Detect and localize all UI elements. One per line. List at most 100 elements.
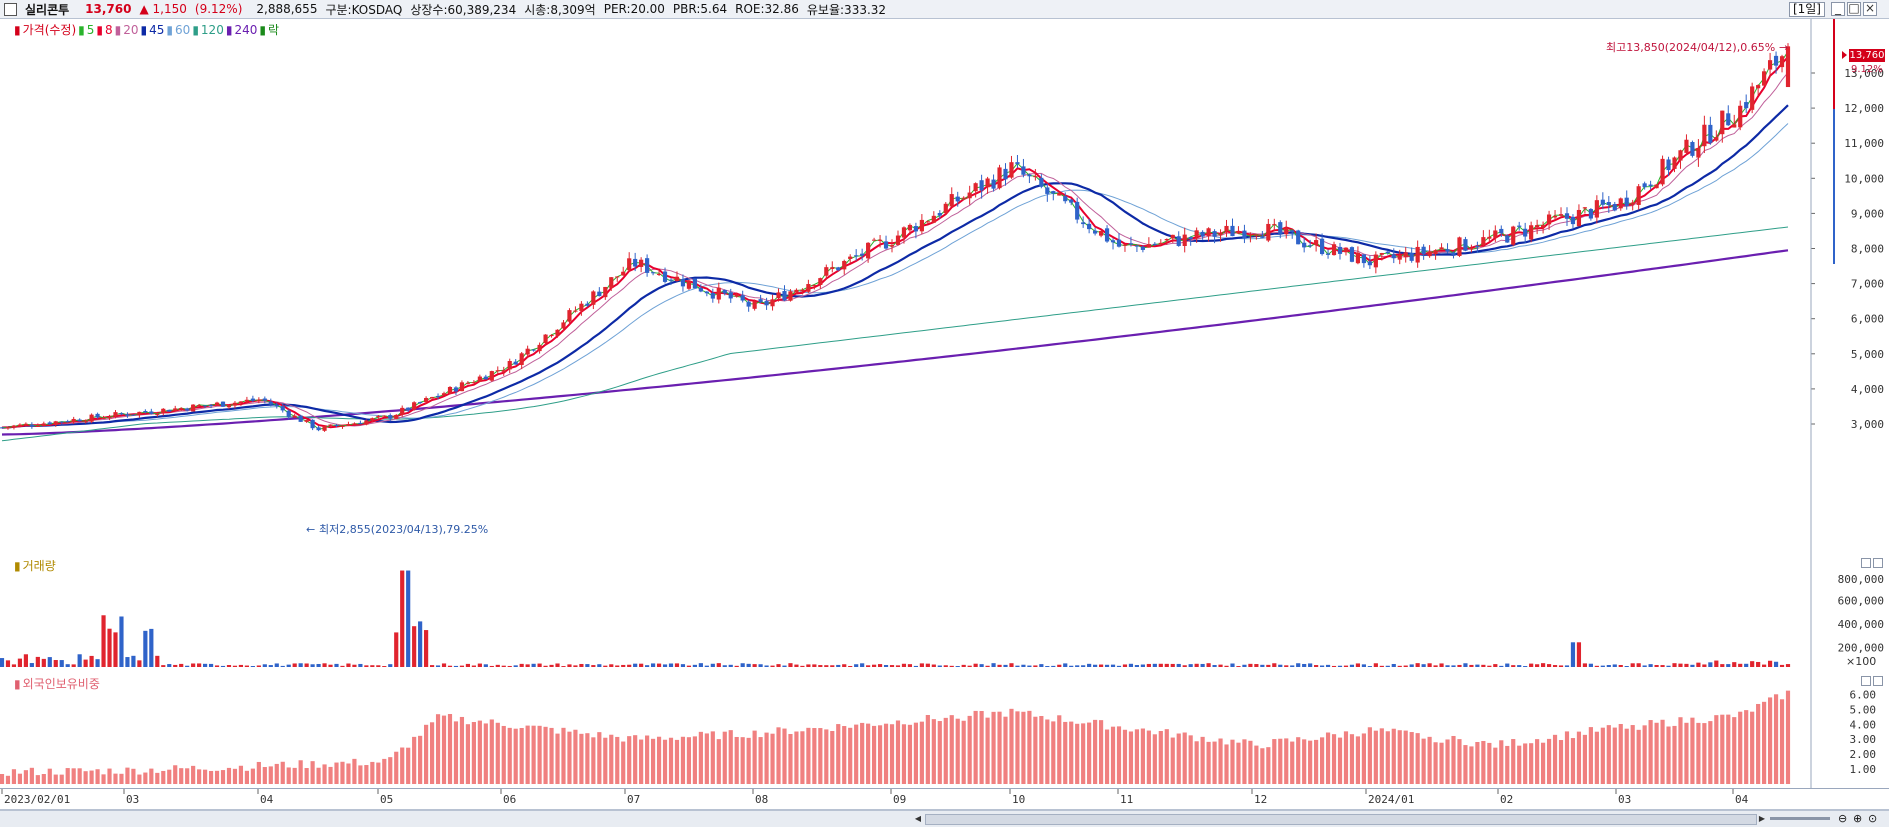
foreign-ownership-bar[interactable] (537, 725, 542, 784)
volume-bar[interactable] (1594, 665, 1599, 667)
candle-body[interactable] (1493, 230, 1498, 238)
volume-bar[interactable] (812, 664, 817, 667)
foreign-ownership-bar[interactable] (633, 735, 638, 784)
foreign-ownership-bar[interactable] (1325, 732, 1331, 784)
volume-bar[interactable] (740, 663, 745, 667)
candle-body[interactable] (1457, 237, 1462, 256)
candle-body[interactable] (1726, 113, 1731, 126)
volume-bar[interactable] (973, 663, 978, 667)
volume-bar[interactable] (674, 663, 680, 667)
candle-body[interactable] (1606, 201, 1611, 206)
candle-body[interactable] (913, 226, 918, 232)
volume-bar[interactable] (1582, 663, 1588, 667)
foreign-ownership-bar[interactable] (1236, 742, 1241, 784)
candle-body[interactable] (501, 370, 506, 372)
foreign-ownership-bar[interactable] (1487, 742, 1492, 784)
candle-body[interactable] (1762, 71, 1767, 86)
foreign-ownership-bar[interactable] (208, 770, 214, 784)
foreign-ownership-bar[interactable] (1750, 711, 1755, 784)
foreign-ownership-bar[interactable] (125, 767, 130, 784)
candle-body[interactable] (1756, 85, 1761, 89)
volume-bar[interactable] (1308, 663, 1313, 667)
volume-bar[interactable] (429, 665, 435, 667)
period-selector[interactable]: [1일] (1788, 2, 1825, 17)
volume-bar[interactable] (167, 664, 172, 667)
volume-bar[interactable] (1361, 664, 1366, 667)
volume-bar[interactable] (250, 666, 255, 667)
foreign-ownership-bar[interactable] (1140, 728, 1145, 784)
foreign-ownership-bar[interactable] (764, 732, 769, 784)
foreign-ownership-bar[interactable] (531, 725, 536, 784)
foreign-ownership-bar[interactable] (202, 769, 208, 784)
candle-body[interactable] (202, 405, 208, 407)
volume-bar[interactable] (1331, 665, 1337, 667)
foreign-ownership-bar[interactable] (937, 721, 942, 784)
foreign-ownership-bar[interactable] (800, 731, 805, 784)
foreign-ownership-bar[interactable] (262, 767, 267, 784)
foreign-ownership-bar[interactable] (1714, 715, 1719, 784)
volume-bar[interactable] (1523, 666, 1528, 667)
volume-bar[interactable] (1337, 665, 1343, 667)
volume-bar[interactable] (1588, 663, 1593, 667)
foreign-ownership-bar[interactable] (842, 726, 847, 784)
candle-body[interactable] (143, 410, 148, 413)
foreign-ownership-bar[interactable] (328, 766, 333, 784)
volume-bar[interactable] (573, 665, 578, 667)
candle-body[interactable] (1373, 254, 1378, 268)
foreign-ownership-bar[interactable] (1033, 716, 1038, 784)
foreign-ownership-bar[interactable] (429, 722, 435, 784)
foreign-ownership-bar[interactable] (441, 715, 447, 784)
foreign-ownership-bar[interactable] (11, 769, 17, 784)
foreign-ownership-bar[interactable] (1612, 727, 1617, 784)
foreign-ownership-bar[interactable] (585, 733, 590, 784)
scroll-thumb[interactable] (925, 814, 1757, 825)
candle-body[interactable] (525, 348, 530, 355)
candle-body[interactable] (1732, 124, 1737, 128)
foreign-ownership-bar[interactable] (1415, 733, 1420, 784)
candle-body[interactable] (1308, 245, 1313, 247)
candle-body[interactable] (268, 401, 273, 405)
foreign-ownership-bar[interactable] (1445, 739, 1450, 784)
volume-bar[interactable] (621, 664, 626, 667)
candle-body[interactable] (770, 299, 775, 307)
foreign-ownership-bar[interactable] (1284, 738, 1289, 784)
volume-bar[interactable] (388, 664, 393, 667)
foreign-ownership-bar[interactable] (95, 769, 100, 784)
candle-body[interactable] (698, 288, 703, 292)
candle-body[interactable] (1660, 158, 1665, 185)
foreign-ownership-bar[interactable] (1206, 741, 1211, 784)
foreign-ownership-bar[interactable] (1218, 738, 1223, 784)
foreign-ownership-bar[interactable] (1248, 740, 1253, 784)
volume-bar[interactable] (1696, 662, 1701, 667)
candle-body[interactable] (1582, 207, 1588, 209)
volume-bar[interactable] (1750, 661, 1755, 667)
candle-body[interactable] (59, 421, 64, 423)
foreign-ownership-bar[interactable] (1654, 722, 1659, 784)
volume-bar[interactable] (561, 666, 566, 667)
volume-bar[interactable] (1785, 664, 1791, 667)
volume-bar[interactable] (5, 660, 11, 667)
volume-bar[interactable] (877, 664, 883, 667)
foreign-ownership-bar[interactable] (358, 765, 363, 784)
volume-bar[interactable] (226, 665, 232, 667)
foreign-ownership-bar[interactable] (734, 736, 739, 784)
foreign-ownership-bar[interactable] (1582, 734, 1588, 784)
candle-body[interactable] (41, 423, 46, 426)
foreign-ownership-bar[interactable] (973, 710, 978, 784)
volume-bar[interactable] (394, 632, 399, 667)
candle-body[interactable] (931, 215, 936, 223)
foreign-ownership-bar[interactable] (1188, 735, 1193, 784)
candle-body[interactable] (716, 287, 721, 300)
volume-bar[interactable] (1122, 664, 1128, 667)
foreign-ownership-bar[interactable] (244, 770, 249, 784)
candle-body[interactable] (1224, 225, 1229, 232)
foreign-ownership-bar[interactable] (573, 729, 578, 784)
candle-body[interactable] (316, 427, 321, 431)
volume-bar[interactable] (471, 665, 476, 667)
volume-bar[interactable] (1576, 642, 1582, 667)
candle-body[interactable] (758, 299, 763, 302)
volume-bar[interactable] (1164, 663, 1169, 667)
foreign-ownership-bar[interactable] (1606, 725, 1611, 784)
candle-body[interactable] (65, 421, 70, 423)
volume-bar[interactable] (866, 665, 871, 667)
